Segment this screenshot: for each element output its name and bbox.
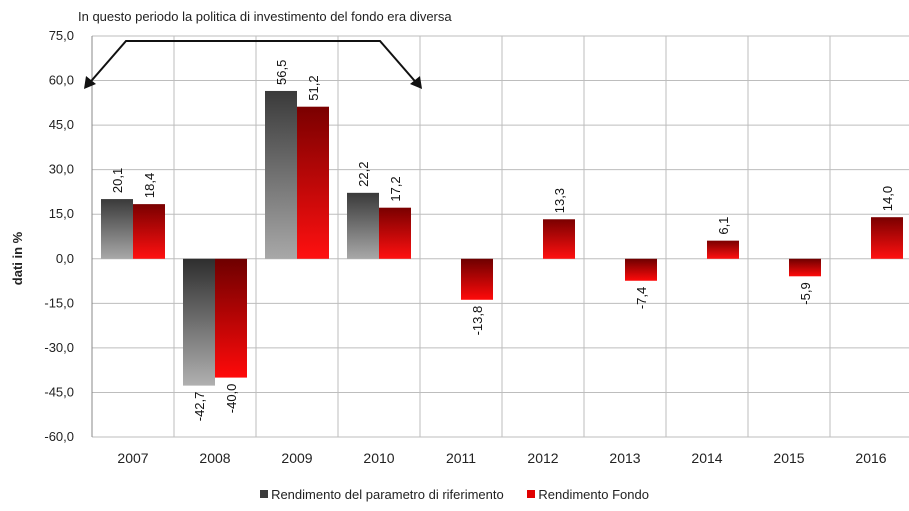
data-label: -13,8 [470,306,485,336]
bar-fund [543,219,575,259]
y-tick-label: 30,0 [49,162,74,177]
x-tick-label: 2016 [855,450,886,466]
annotation-bracket: In questo periodo la politica di investi… [78,9,452,89]
y-tick-label: 60,0 [49,73,74,88]
x-tick-label: 2014 [691,450,722,466]
x-tick-label: 2015 [773,450,804,466]
bar-fund [215,258,247,378]
y-axis: 75,0 60,0 45,0 30,0 15,0 0,0 -15,0 -30,0 -45,0 -6… [10,28,93,444]
y-tick-label: 15,0 [49,206,74,221]
y-tick-label: 75,0 [49,28,74,43]
bar-fund [871,217,903,259]
bar-fund [707,240,739,259]
bar-fund [379,207,411,259]
y-axis-title: dati in % [10,231,25,285]
y-tick-label: -45,0 [44,384,74,399]
x-axis: 2007 2008 2009 2010 2011 2012 2013 2014 2015 2016 [117,450,886,466]
legend: Rendimento del parametro di riferimento … [0,486,909,502]
bars [101,90,903,386]
bar-fund [133,204,165,259]
x-tick-label: 2009 [281,450,312,466]
annotation-arrow-left [84,76,96,89]
data-label: 18,4 [142,173,157,198]
data-label: 22,2 [356,162,371,187]
x-tick-label: 2013 [609,450,640,466]
data-labels: 20,1 -42,7 56,5 22,2 18,4 -40,0 51,2 17,2 -13,8 1… [110,60,895,422]
legend-label-reference: Rendimento del parametro di riferimento [271,486,504,502]
x-tick-label: 2012 [527,450,558,466]
data-label: -5,9 [798,282,813,304]
x-tick-label: 2008 [199,450,230,466]
bar-reference [183,258,215,386]
data-label: -40,0 [224,384,239,414]
data-label: 20,1 [110,168,125,193]
bar-fund [625,258,657,281]
y-tick-label: 0,0 [56,251,74,266]
data-label: -7,4 [634,287,649,309]
annotation-arrow-right [410,76,422,89]
bar-reference [101,199,133,259]
annotation-text: In questo periodo la politica di investi… [78,9,452,24]
bar-reference [265,90,297,259]
x-tick-label: 2007 [117,450,148,466]
legend-swatch-reference [260,490,269,498]
data-label: 6,1 [716,217,731,235]
bar-fund [461,258,493,300]
data-label: 56,5 [274,60,289,85]
legend-swatch-fund [527,490,536,498]
data-label: -42,7 [192,392,207,422]
x-tick-label: 2010 [363,450,394,466]
bar-fund [297,106,329,259]
data-label: 14,0 [880,186,895,211]
y-tick-label: -15,0 [44,295,74,310]
data-label: 13,3 [552,188,567,213]
x-tick-label: 2011 [446,450,476,466]
y-tick-label: 45,0 [49,117,74,132]
data-label: 17,2 [388,176,403,201]
legend-item-fund: Rendimento Fondo [527,487,649,502]
legend-label-fund: Rendimento Fondo [538,486,649,502]
y-tick-label: -30,0 [44,340,74,355]
bar-fund [789,258,821,277]
legend-item-reference: Rendimento del parametro di riferimento [260,487,504,502]
y-tick-label: -60,0 [44,429,74,444]
data-label: 51,2 [306,75,321,100]
annotation-bracket-line [85,40,421,88]
bar-reference [347,192,379,259]
